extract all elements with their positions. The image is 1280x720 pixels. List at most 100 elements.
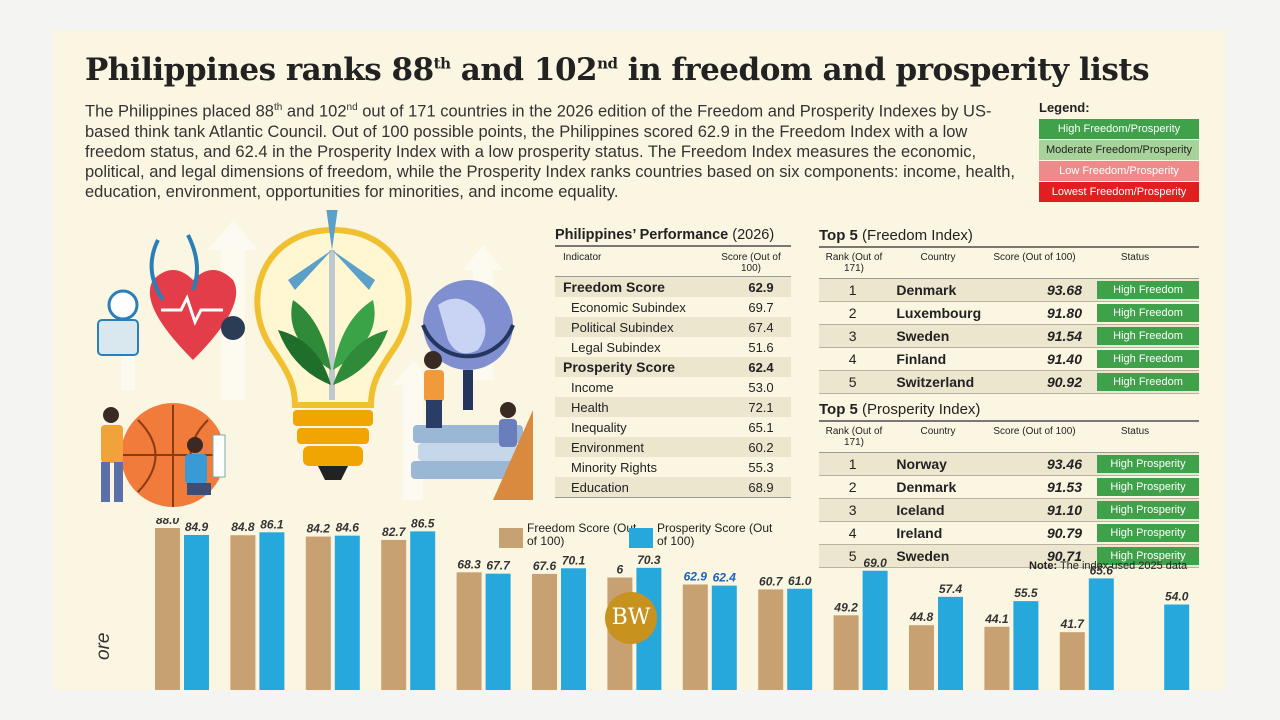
status-badge: High Freedom bbox=[1097, 373, 1199, 391]
freedom-value-label: 41.7 bbox=[1060, 617, 1086, 631]
legend-item-high: High Freedom/Prosperity bbox=[1039, 119, 1199, 139]
status-badge: High Prosperity bbox=[1097, 524, 1199, 542]
freedom-value-label: 84.2 bbox=[307, 522, 331, 536]
table-row: 3 Iceland 91.10 High Prosperity bbox=[819, 499, 1199, 522]
prosperity-legend-label: Prosperity Score (Out of 100) bbox=[657, 521, 773, 548]
score-header: Score (Out of 100) bbox=[993, 252, 1076, 263]
freedom-value-label: 67.6 bbox=[533, 559, 557, 573]
freedom-bar bbox=[758, 589, 784, 690]
status-badge: High Freedom bbox=[1097, 304, 1199, 322]
performance-header: Indicator Score (Out of 100) bbox=[555, 250, 791, 277]
freedom-bar bbox=[456, 572, 482, 690]
prosperity-value-label: 86.1 bbox=[260, 518, 284, 531]
prosperity-bar bbox=[1088, 578, 1114, 690]
perf-row-prosperity-score: Prosperity Score 62.4 bbox=[555, 357, 791, 377]
perf-row-political-subindex: Political Subindex 67.4 bbox=[555, 317, 791, 337]
perf-row-environment: Environment 60.2 bbox=[555, 437, 791, 457]
freedom-bar bbox=[532, 573, 557, 690]
prosperity-value-label: 57.4 bbox=[939, 582, 963, 596]
top5-prosperity-table: Top 5 (Prosperity Index) Rank (Out of 17… bbox=[819, 401, 1199, 568]
top5-prosperity-header: Rank (Out of 171) Country Score (Out of … bbox=[819, 422, 1199, 453]
country-header: Country bbox=[920, 426, 956, 437]
prosperity-bar bbox=[334, 535, 360, 690]
legend-item-moderate: Moderate Freedom/Prosperity bbox=[1039, 140, 1199, 160]
status-badge: High Freedom bbox=[1097, 281, 1199, 299]
prosperity-bar bbox=[410, 531, 436, 690]
student-icon bbox=[499, 402, 517, 447]
stethoscope-heart-icon bbox=[97, 234, 245, 360]
rank-header: Rank (Out of 171) bbox=[825, 426, 883, 448]
globe-icon bbox=[421, 280, 515, 410]
page-title: Philippines ranks 88th and 102nd in free… bbox=[85, 52, 1150, 88]
perf-row-education: Education 68.9 bbox=[555, 477, 791, 498]
freedom-bar bbox=[155, 528, 180, 690]
light-bulb-plant-icon bbox=[254, 210, 412, 480]
freedom-bar bbox=[381, 539, 407, 690]
axis-side-label: ore bbox=[93, 632, 114, 660]
prosperity-value-label: 55.5 bbox=[1014, 586, 1038, 600]
status-legend: Legend: High Freedom/Prosperity Moderate… bbox=[1039, 100, 1199, 203]
performance-rows: Freedom Score 62.9 Economic Subindex 69.7 … bbox=[555, 277, 791, 498]
freedom-value-label: 68.3 bbox=[457, 557, 481, 571]
freedom-bar bbox=[682, 584, 708, 690]
prosperity-value-label: 86.5 bbox=[411, 518, 435, 530]
prosperity-bar bbox=[711, 585, 737, 690]
teacher-icon bbox=[424, 351, 444, 428]
perf-row-freedom-score: Freedom Score 62.9 bbox=[555, 277, 791, 297]
performance-title: Philippines’ Performance (2026) bbox=[555, 227, 791, 247]
prosperity-value-label: 70.3 bbox=[637, 553, 661, 567]
prosperity-value-label: 70.1 bbox=[562, 553, 586, 567]
freedom-legend-label: Freedom Score (Out of 100) bbox=[527, 521, 637, 548]
table-row: 2 Denmark 91.53 High Prosperity bbox=[819, 476, 1199, 499]
freedom-bar bbox=[230, 535, 256, 690]
legend-title: Legend: bbox=[1039, 100, 1090, 115]
legend-item-low: Low Freedom/Prosperity bbox=[1039, 161, 1199, 181]
infographic-card: Philippines ranks 88th and 102nd in free… bbox=[53, 30, 1225, 690]
table-row: 5 Sweden 90.71 High Prosperity bbox=[819, 545, 1199, 568]
freedom-value-label: 84.8 bbox=[231, 520, 255, 534]
prosperity-bar bbox=[787, 588, 813, 690]
perf-row-income: Income 53.0 bbox=[571, 379, 774, 395]
perf-row-inequality: Inequality 65.1 bbox=[571, 419, 774, 435]
freedom-value-label: 60.7 bbox=[759, 574, 784, 588]
data-note: Note: The index used 2025 data bbox=[1029, 560, 1188, 572]
status-badge: High Freedom bbox=[1097, 327, 1199, 345]
prosperity-swatch bbox=[629, 528, 653, 548]
table-row: 5 Switzerland 90.92 High Freedom bbox=[819, 371, 1199, 394]
freedom-bar bbox=[984, 626, 1010, 690]
freedom-value-label: 62.9 bbox=[684, 569, 708, 583]
prosperity-value-label: 65.6 bbox=[1090, 563, 1114, 577]
prosperity-value-label: 69.0 bbox=[863, 556, 887, 570]
freedom-value-label: 6 bbox=[617, 563, 624, 577]
table-row: 3 Sweden 91.54 High Freedom bbox=[819, 325, 1199, 348]
top5-prosperity-title: Top 5 (Prosperity Index) bbox=[819, 401, 1199, 422]
prosperity-bar bbox=[184, 534, 209, 690]
top5-freedom-header: Rank (Out of 171) Country Score (Out of … bbox=[819, 248, 1199, 279]
perf-row-economic-subindex: Economic Subindex 69.7 bbox=[571, 299, 774, 315]
person-left-icon bbox=[101, 407, 123, 502]
perf-row-health: Health 72.1 bbox=[555, 397, 791, 417]
status-badge: High Prosperity bbox=[1097, 478, 1199, 496]
freedom-bar bbox=[909, 625, 934, 690]
intro-paragraph: The Philippines placed 88th and 102nd ou… bbox=[85, 102, 1016, 201]
prosperity-value-label: 67.7 bbox=[486, 559, 511, 573]
freedom-value-label: 44.1 bbox=[984, 612, 1009, 626]
freedom-swatch bbox=[499, 528, 523, 548]
freedom-value-label: 82.7 bbox=[382, 525, 407, 539]
freedom-bar bbox=[1059, 632, 1085, 690]
freedom-value-label: 49.2 bbox=[833, 600, 858, 614]
table-row: 1 Norway 93.46 High Prosperity bbox=[819, 453, 1199, 476]
rank-header: Rank (Out of 171) bbox=[825, 252, 883, 274]
prosperity-bar bbox=[561, 568, 586, 690]
freedom-bar bbox=[833, 615, 859, 690]
status-header: Status bbox=[1120, 252, 1150, 263]
prosperity-value-label: 62.4 bbox=[713, 571, 737, 585]
status-badge: High Prosperity bbox=[1097, 547, 1199, 565]
top5-freedom-table: Top 5 (Freedom Index) Rank (Out of 171) … bbox=[819, 227, 1199, 394]
table-row: 1 Denmark 93.68 High Freedom bbox=[819, 279, 1199, 302]
status-badge: High Prosperity bbox=[1097, 501, 1199, 519]
status-badge: High Prosperity bbox=[1097, 455, 1199, 473]
prosperity-value-label: 84.6 bbox=[336, 521, 360, 535]
prosperity-bar bbox=[1013, 601, 1039, 690]
prosperity-value-label: 84.9 bbox=[185, 520, 209, 534]
